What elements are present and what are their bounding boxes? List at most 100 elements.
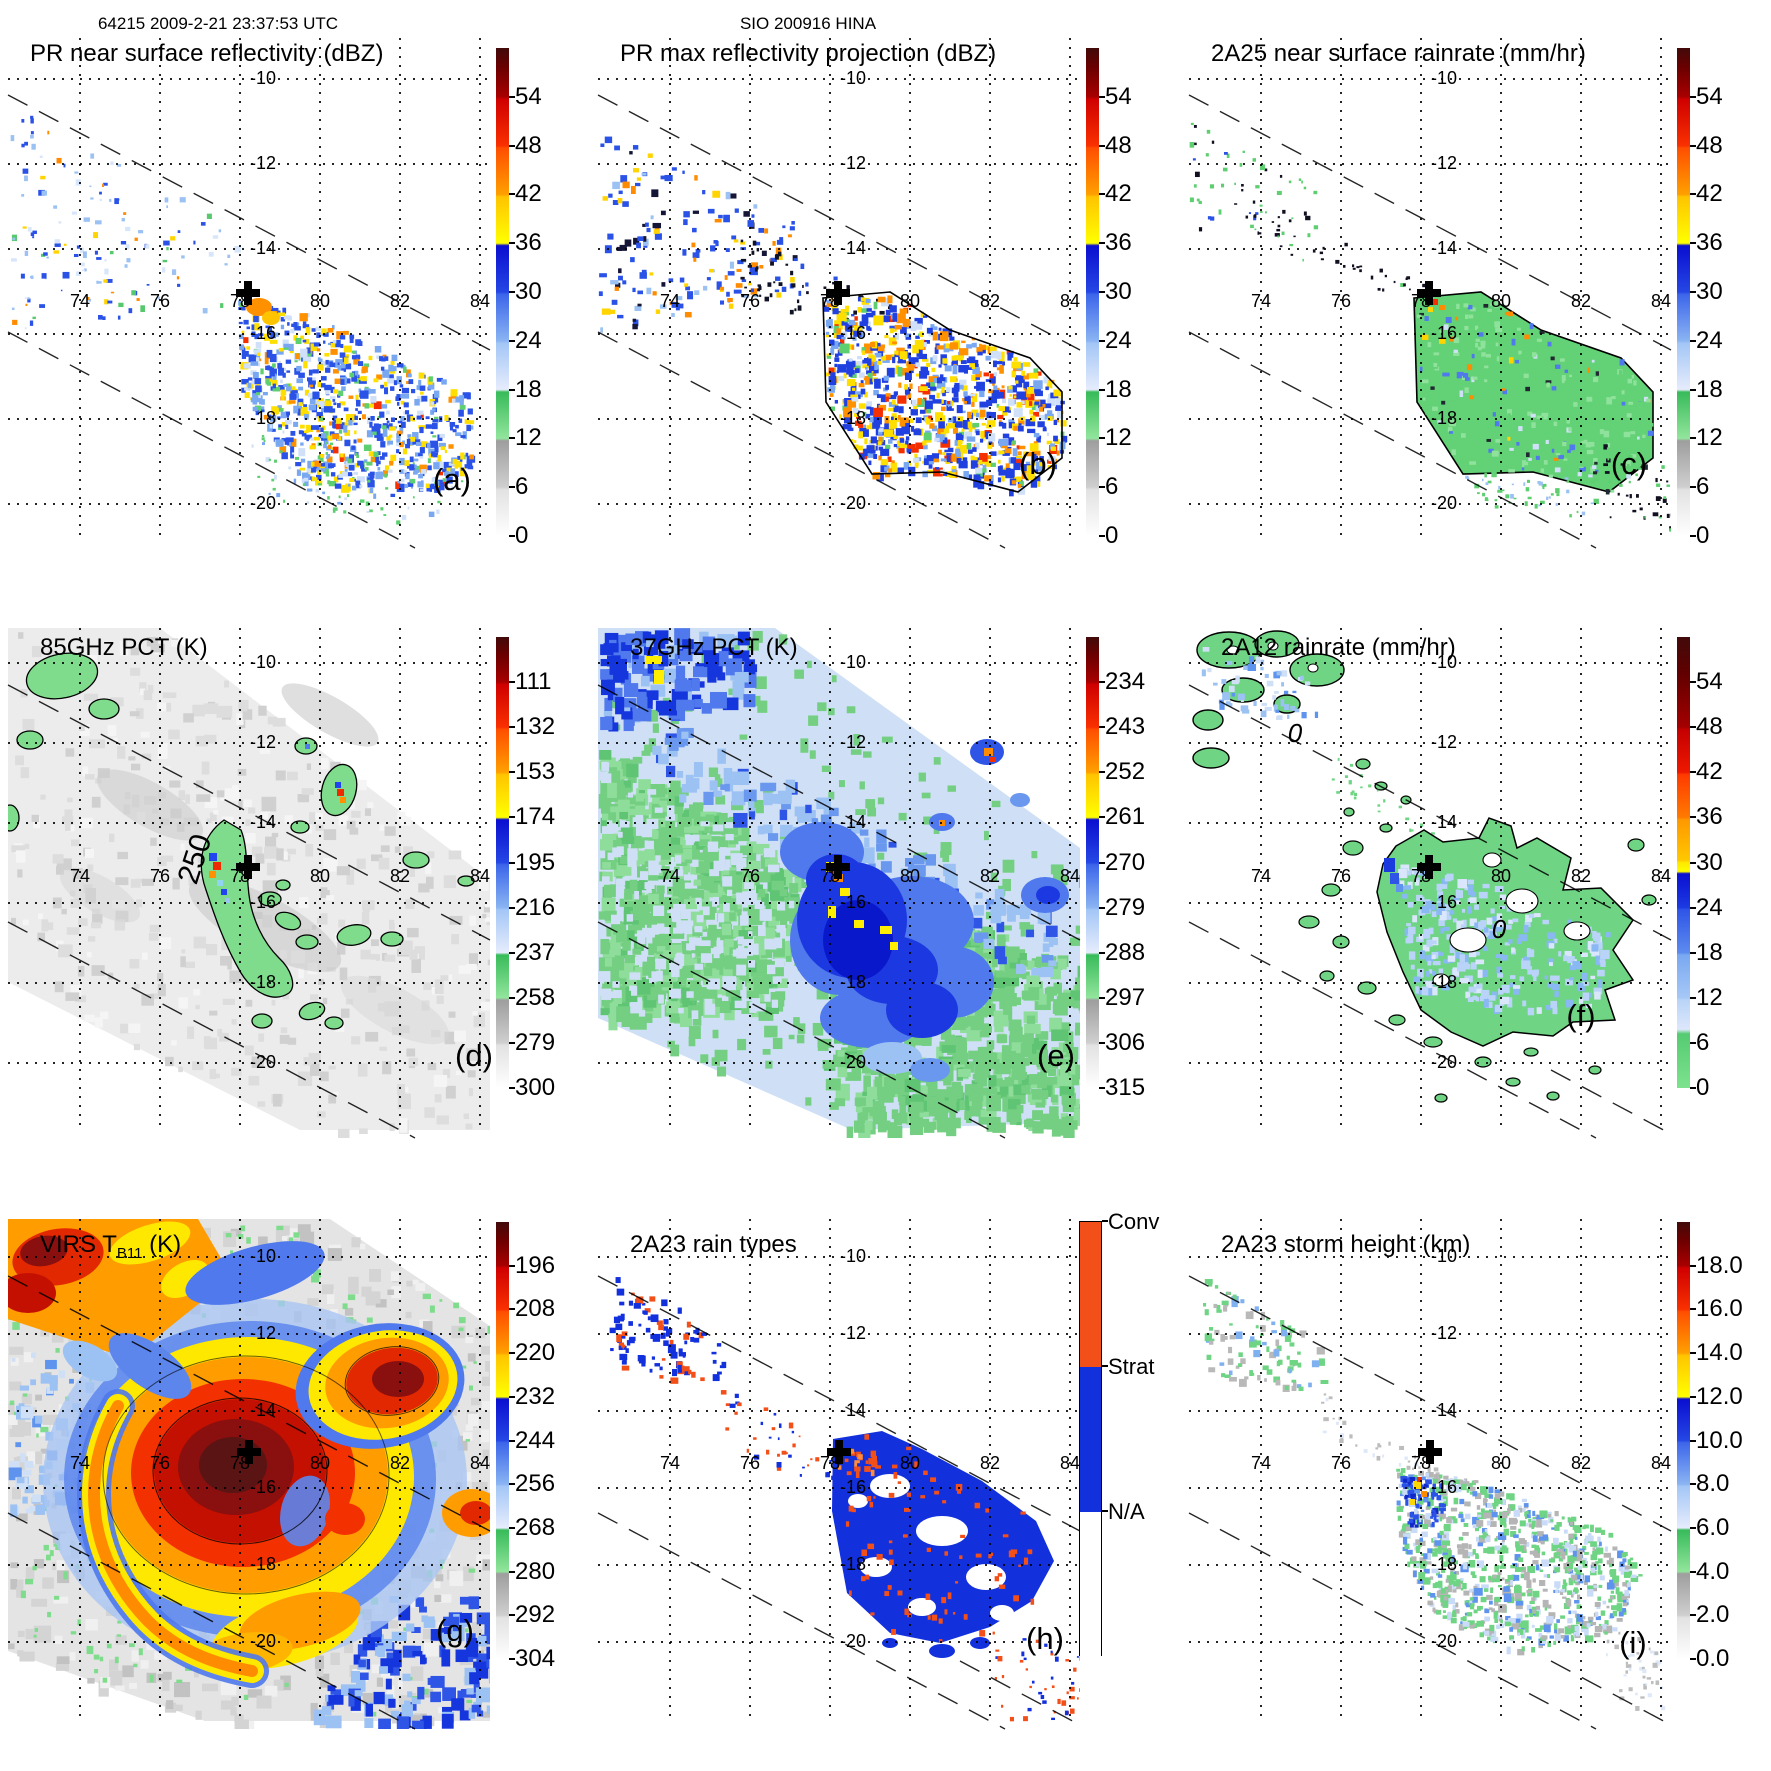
map-speckle [1475,338,1480,342]
map-speckle [952,427,959,434]
map-speckle [944,449,949,453]
map-speckle [617,197,623,204]
map-speckle [1070,990,1080,998]
map-speckle [61,908,67,915]
map-speckle [939,331,949,342]
map-speckle [247,382,252,389]
map-speckle [951,387,956,394]
map-speckle [452,429,457,433]
map-speckle [1064,1031,1074,1043]
map-speckle [359,1128,368,1135]
map-speckle [1554,467,1561,473]
map-speckle [1644,396,1649,402]
map-speckle [707,928,717,943]
map-speckle [1074,1029,1080,1036]
map-speckle [863,357,868,362]
map-speckle [340,1008,350,1018]
map-speckle [374,430,381,438]
map-speckle [410,478,416,484]
map-speckle [848,391,853,397]
map-speckle [427,458,431,464]
map-speckle [1031,450,1041,456]
map-speckle [1047,432,1050,436]
map-speckle [351,375,358,382]
map-speckle [332,509,336,513]
map-speckle [989,373,994,379]
map-speckle [891,413,897,418]
map-speckle [263,439,266,442]
map-speckle [377,460,381,465]
map-speckle [1041,403,1052,409]
map-speckle [829,393,834,397]
lon-label: 80 [900,291,920,311]
lat-label: -12 [1431,153,1457,173]
map-speckle [157,983,166,997]
map-speckle [1032,476,1041,482]
map-speckle [974,1073,984,1083]
map-speckle [301,788,314,795]
map-speckle [400,421,406,428]
map-speckle [315,474,322,480]
map-speckle [1625,494,1629,497]
map-speckle [1550,356,1555,361]
map-speckle [985,911,994,920]
map-speckle [384,954,396,962]
map-speckle [964,395,971,405]
map-speckle [899,308,908,314]
map-speckle [933,458,940,463]
map-blob [258,891,282,907]
map-speckle [868,354,874,359]
map-speckle [986,411,996,418]
map-speckle [384,381,388,387]
map-speckle [337,436,342,441]
map-speckle [125,226,131,232]
map-speckle [349,827,359,835]
map-speckle [311,468,316,473]
map-speckle [1579,467,1585,472]
map-speckle [656,915,671,924]
map-speckle [933,326,938,331]
map-speckle [267,716,278,725]
map-speckle [258,1033,265,1042]
map-speckle [107,725,117,737]
map-speckle [1608,480,1612,483]
map-speckle [940,406,946,412]
map-speckle [322,425,326,430]
map-speckle [351,350,356,354]
map-speckle [989,480,994,487]
map-speckle [1035,461,1044,472]
map-speckle [379,1046,387,1051]
map-speckle [40,253,46,257]
map-speckle [407,506,410,510]
map-speckle [722,898,738,910]
map-speckle [839,331,848,337]
map-speckle [349,478,355,482]
map-speckle [632,318,637,322]
map-speckle [676,952,683,963]
map-speckle [425,862,432,875]
map-speckle [716,899,726,908]
map-speckle [806,660,812,669]
map-speckle [935,467,940,470]
map-speckle [164,197,169,203]
map-speckle [436,509,440,514]
map-speckle [924,400,933,410]
map-speckle [898,1112,908,1124]
map-speckle [1483,303,1489,308]
map-speckle [1553,421,1558,427]
map-speckle [373,493,377,499]
map-speckle [946,455,951,463]
map-speckle [613,860,625,877]
map-speckle [369,389,376,394]
map-speckle [1474,462,1480,467]
map-speckle [1599,429,1605,435]
map-speckle [1605,417,1611,422]
map-speckle [345,461,352,468]
map-speckle [942,358,948,364]
map-speckle [1495,327,1503,333]
map-speckle [357,438,363,443]
map-speckle [632,756,643,764]
map-speckle [645,912,654,923]
map-speckle [1656,483,1661,487]
